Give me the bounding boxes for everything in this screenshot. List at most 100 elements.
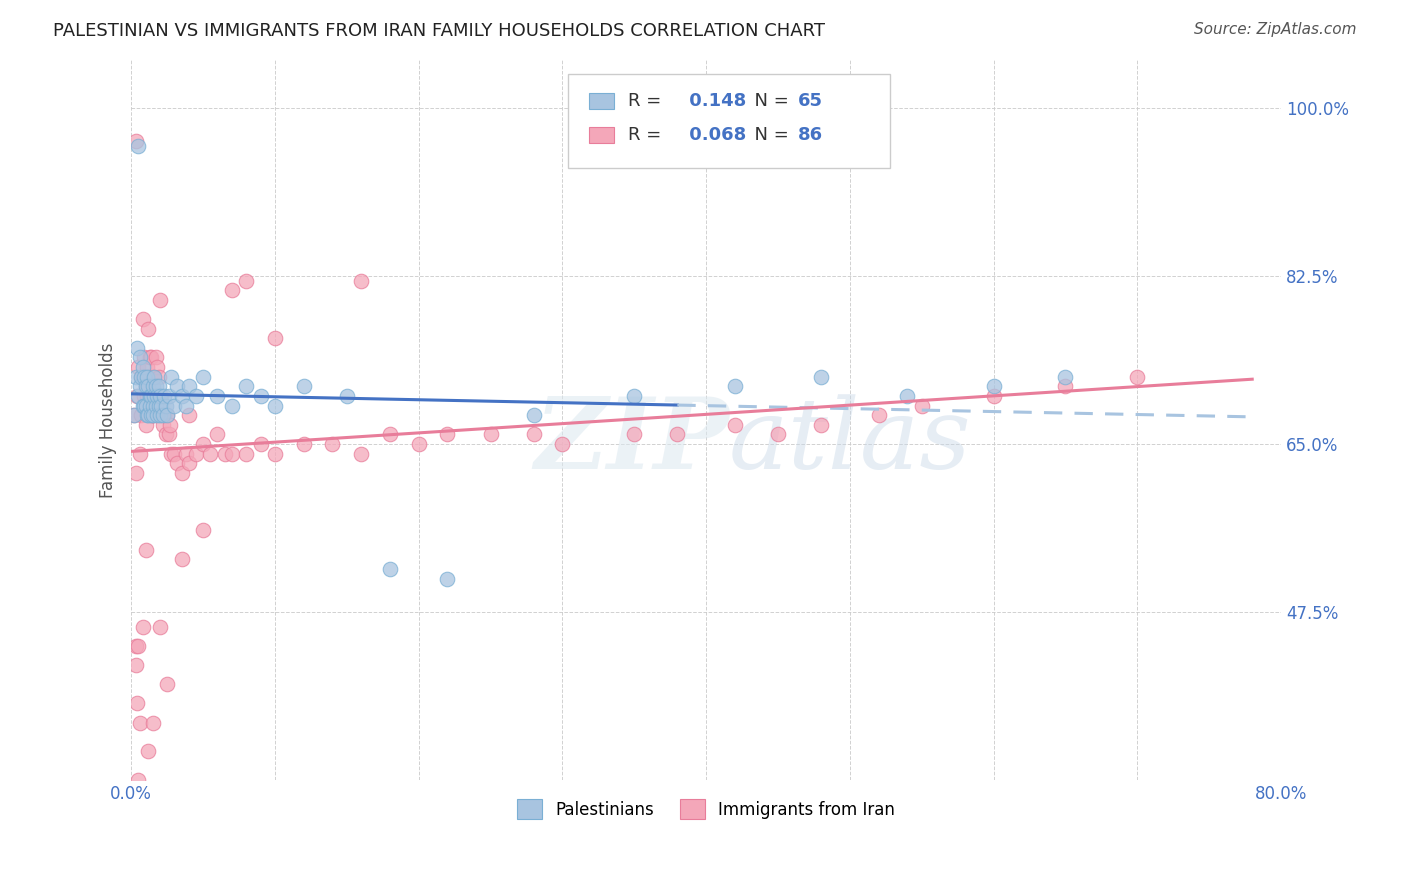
Point (143, 369, 166, 384)
Text: R =: R = (628, 127, 666, 145)
Point (148, 369, 170, 384)
Point (134, 399, 156, 413)
Point (163, 399, 186, 413)
Text: ZIP: ZIP (534, 393, 730, 490)
Point (139, 389, 162, 403)
Point (139, 389, 162, 403)
Point (141, 408, 163, 422)
Text: PALESTINIAN VS IMMIGRANTS FROM IRAN FAMILY HOUSEHOLDS CORRELATION CHART: PALESTINIAN VS IMMIGRANTS FROM IRAN FAMI… (53, 22, 825, 40)
Point (149, 619, 172, 633)
Point (125, 389, 148, 403)
Point (177, 456, 200, 470)
Point (148, 399, 170, 413)
Text: 65: 65 (799, 93, 823, 111)
Point (136, 369, 159, 384)
Point (766, 427, 789, 442)
Point (131, 369, 153, 384)
Point (408, 437, 430, 451)
Text: atlas: atlas (730, 394, 972, 489)
Point (523, 427, 546, 442)
Point (868, 408, 890, 422)
Point (142, 379, 165, 393)
Point (156, 677, 179, 691)
Point (141, 351, 163, 365)
Bar (568, 74, 890, 168)
Point (235, 379, 257, 393)
Point (136, 389, 159, 403)
Point (479, 427, 502, 442)
Bar (589, 128, 614, 144)
Point (523, 408, 546, 422)
Point (131, 408, 153, 422)
Point (155, 399, 177, 413)
Point (142, 399, 165, 413)
Point (157, 389, 180, 403)
Legend: Palestinians, Immigrants from Iran: Palestinians, Immigrants from Iran (510, 792, 901, 826)
Text: 0.148: 0.148 (683, 93, 747, 111)
Point (896, 389, 918, 403)
Point (1054, 379, 1077, 393)
Point (983, 389, 1005, 403)
Text: 0.068: 0.068 (683, 127, 747, 145)
Point (221, 283, 243, 297)
Point (128, 379, 150, 393)
Point (132, 312, 155, 326)
Point (350, 447, 373, 461)
Point (235, 447, 257, 461)
Point (170, 389, 193, 403)
Bar (589, 94, 614, 110)
Point (191, 437, 214, 451)
Point (292, 379, 315, 393)
Point (152, 417, 174, 432)
Point (127, 639, 149, 653)
Point (170, 466, 193, 480)
Point (138, 321, 160, 335)
Point (156, 408, 179, 422)
Point (138, 744, 160, 758)
Point (153, 408, 176, 422)
Point (378, 427, 401, 442)
Point (160, 369, 183, 384)
Point (139, 351, 162, 365)
Point (142, 408, 165, 422)
Point (149, 389, 172, 403)
Point (141, 408, 163, 422)
Point (336, 389, 359, 403)
Point (156, 408, 179, 422)
Point (124, 466, 146, 480)
Point (135, 379, 157, 393)
Point (159, 417, 181, 432)
Point (145, 399, 167, 413)
Point (142, 715, 165, 730)
Point (321, 437, 343, 451)
Point (135, 379, 157, 393)
Point (125, 341, 148, 355)
Point (724, 417, 747, 432)
Point (666, 427, 689, 442)
Point (207, 427, 229, 442)
Point (264, 399, 287, 413)
Point (146, 389, 169, 403)
Point (724, 379, 747, 393)
Point (135, 417, 157, 432)
Point (132, 360, 155, 375)
Point (177, 408, 200, 422)
Point (132, 369, 155, 384)
Point (623, 427, 645, 442)
Point (131, 369, 153, 384)
Point (174, 399, 197, 413)
Point (155, 427, 177, 442)
Point (138, 408, 160, 422)
Point (911, 399, 934, 413)
Point (146, 360, 169, 375)
Point (138, 369, 160, 384)
Point (810, 369, 832, 384)
Point (128, 351, 150, 365)
Point (150, 389, 173, 403)
Text: N =: N = (742, 93, 794, 111)
Point (142, 408, 165, 422)
Point (149, 293, 172, 307)
Point (134, 389, 156, 403)
Point (157, 427, 180, 442)
Point (136, 408, 159, 422)
